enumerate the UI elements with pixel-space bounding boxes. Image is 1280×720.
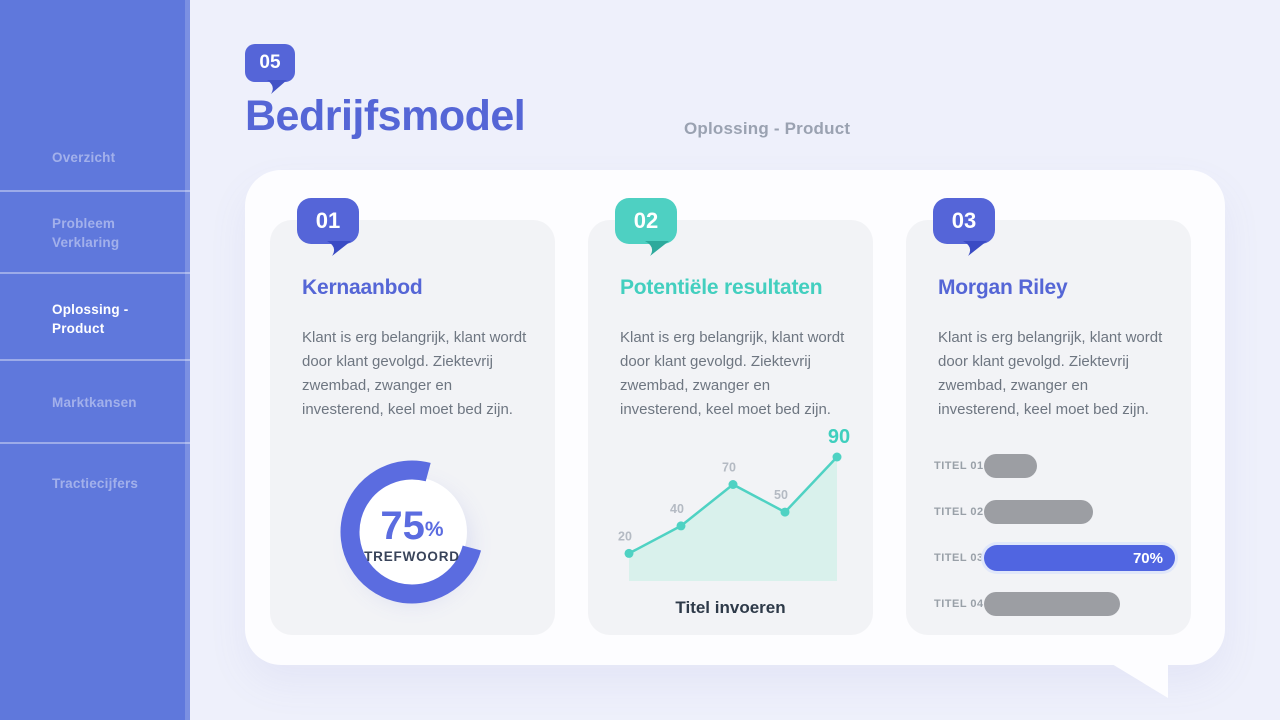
panel-speech-tail bbox=[1112, 664, 1168, 698]
page-subtitle: Oplossing - Product bbox=[684, 119, 851, 138]
card2-body: Klant is erg belangrijk, klant wordt doo… bbox=[620, 329, 845, 418]
card3-number: 03 bbox=[951, 208, 977, 233]
bar-row: TITEL 03 70% bbox=[934, 545, 1175, 571]
donut-label: TREFWOORD bbox=[364, 549, 460, 564]
card3-title: Morgan Riley bbox=[938, 276, 1068, 299]
speech-bubble-tail-icon bbox=[267, 80, 287, 94]
sidebar-item-probleem-verklaring[interactable]: Probleem Verklaring bbox=[0, 192, 190, 274]
area-line-chart: 20 40 70 50 90 bbox=[615, 415, 850, 585]
section-number: 05 bbox=[259, 52, 281, 73]
bar bbox=[984, 500, 1093, 524]
bar-highlighted: 70% bbox=[984, 545, 1175, 571]
card2-number: 02 bbox=[633, 208, 659, 233]
card2-number-badge: 02 bbox=[615, 198, 677, 256]
bar-row: TITEL 04 bbox=[934, 591, 1175, 617]
bar-track bbox=[984, 500, 1175, 524]
bar-track bbox=[984, 592, 1175, 616]
sidebar-item-marktkansen[interactable]: Marktkansen bbox=[0, 361, 190, 444]
section-number-badge: 05 bbox=[245, 44, 295, 94]
bar bbox=[984, 592, 1120, 616]
svg-text:20: 20 bbox=[618, 529, 632, 543]
bar-track bbox=[984, 454, 1175, 478]
card-potentiele-resultaten: 02 Potentiële resultaten Klant is erg be… bbox=[588, 198, 873, 635]
bar-value-label: 70% bbox=[1132, 549, 1163, 567]
bar-label: TITEL 02 bbox=[934, 506, 984, 518]
card-kernaanbod: 01 Kernaanbod Klant is erg belangrijk, k… bbox=[270, 198, 555, 635]
content-panel: 01 Kernaanbod Klant is erg belangrijk, k… bbox=[245, 170, 1225, 698]
card1-title: Kernaanbod bbox=[302, 276, 423, 299]
card1-body: Klant is erg belangrijk, klant wordt doo… bbox=[302, 329, 527, 418]
page-title: Bedrijfsmodel bbox=[245, 92, 526, 140]
chart-caption: Titel invoeren bbox=[675, 598, 786, 617]
card1-number: 01 bbox=[315, 208, 341, 233]
svg-text:90: 90 bbox=[828, 426, 850, 448]
svg-text:70: 70 bbox=[722, 461, 736, 475]
card-morgan-riley: 03 Morgan Riley Klant is erg belangrijk,… bbox=[906, 198, 1191, 637]
sidebar-item-overzicht[interactable]: Overzicht bbox=[0, 138, 190, 192]
bar-row: TITEL 01 bbox=[934, 453, 1175, 479]
bar bbox=[984, 454, 1038, 478]
donut-ring bbox=[340, 460, 484, 604]
bar-label: TITEL 01 bbox=[934, 460, 984, 472]
speech-bubble-tail-icon bbox=[645, 241, 669, 256]
donut-unit: % bbox=[424, 518, 444, 541]
speech-bubble-tail-icon bbox=[963, 241, 987, 256]
horizontal-bar-chart: TITEL 01 TITEL 02 TITEL 03 70% TITEL 04 bbox=[934, 453, 1175, 637]
donut-center-text: 75 % TREFWOORD bbox=[332, 452, 492, 612]
donut-chart: 75 % TREFWOORD bbox=[332, 452, 492, 612]
bar-track: 70% bbox=[984, 545, 1175, 571]
speech-bubble-tail-icon bbox=[327, 241, 351, 256]
bar-label: TITEL 03 bbox=[934, 552, 984, 564]
bar-label: TITEL 04 bbox=[934, 598, 984, 610]
bar-row: TITEL 02 bbox=[934, 499, 1175, 525]
sidebar: Overzicht Probleem Verklaring Oplossing … bbox=[0, 0, 190, 720]
svg-text:40: 40 bbox=[670, 502, 684, 516]
sidebar-nav: Overzicht Probleem Verklaring Oplossing … bbox=[0, 138, 190, 494]
card3-body: Klant is erg belangrijk, klant wordt doo… bbox=[938, 329, 1163, 418]
donut-value: 75 bbox=[380, 504, 425, 548]
donut-hole bbox=[357, 477, 467, 587]
card3-number-badge: 03 bbox=[933, 198, 995, 256]
svg-text:50: 50 bbox=[774, 488, 788, 502]
card1-number-badge: 01 bbox=[297, 198, 359, 256]
card2-title: Potentiële resultaten bbox=[620, 276, 823, 299]
sidebar-item-oplossing-product[interactable]: Oplossing - Product bbox=[0, 274, 190, 361]
sidebar-item-tractiecijfers[interactable]: Tractiecijfers bbox=[52, 476, 139, 491]
